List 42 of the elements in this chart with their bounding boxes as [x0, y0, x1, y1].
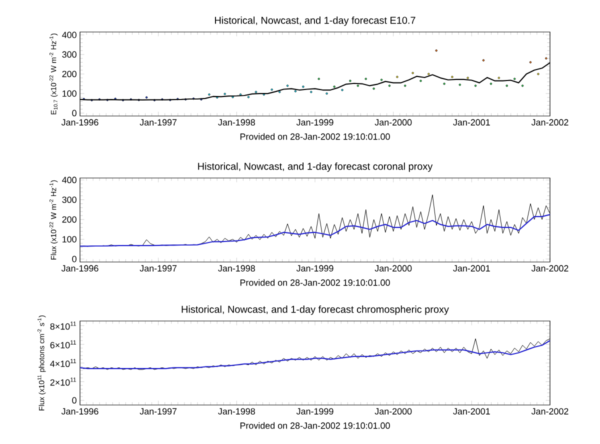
x-tick-label: Jan-1996	[61, 119, 98, 126]
y-tick-label: 0	[72, 397, 76, 404]
y-tick-label: 200	[62, 216, 76, 223]
y-tick-label: 2×10$^{11}$	[50, 378, 76, 386]
x-tick-label: Jan-2002	[531, 265, 568, 272]
chart-title: Historical, Nowcast, and 1-day forecast chromospheric proxy	[182, 306, 449, 315]
x-tick-label: Jan-2002	[531, 408, 568, 415]
y-tick-label: 0	[72, 110, 76, 116]
x-tick-label: Jan-2002	[531, 119, 568, 126]
y-tick-label: 300	[62, 51, 76, 58]
x-tick-label: Jan-1999	[296, 265, 334, 272]
x-tick-label: Jan-1997	[140, 265, 177, 272]
y-tick-label: 8×10$^{11}$	[50, 322, 76, 330]
x-tick-label: Jan-1998	[218, 119, 255, 126]
y-tick-label: 0	[72, 256, 76, 262]
text: Provided on 28-Jan-2002 19:10:01.00	[240, 133, 390, 140]
y-tick-label: 4×10$^{11}$	[50, 359, 76, 368]
y-tick-label: 100	[62, 90, 76, 97]
x-tick-label: Jan-2000	[374, 408, 412, 415]
x-tick-label: Jan-1996	[61, 265, 98, 272]
x-tick-label: Jan-2001	[453, 408, 490, 415]
x-tick-label: Jan-1998	[218, 265, 255, 272]
x-tick-label: Jan-2000	[374, 265, 412, 272]
x-tick-label: Jan-1997	[140, 119, 177, 126]
y-tick-label: 300	[62, 196, 76, 203]
x-tick-label: Jan-1998	[218, 408, 255, 415]
text: Provided on 28-Jan-2002 19:10:01.00	[240, 422, 390, 429]
y-tick-label: 6×10$^{11}$	[50, 340, 76, 348]
y-tick-label: 400	[62, 32, 76, 38]
y-tick-label: 100	[62, 236, 76, 242]
x-tick-label: Jan-2000	[374, 119, 412, 126]
x-tick-label: Jan-1996	[61, 408, 98, 415]
x-tick-label: Jan-1999	[296, 408, 334, 415]
x-tick-label: Jan-1997	[140, 408, 177, 415]
text: Provided on 28-Jan-2002 19:10:01.00	[240, 279, 390, 286]
x-tick-label: Jan-1999	[296, 119, 334, 126]
chart-title: Historical, Nowcast, and 1-day forecast coronal proxy	[198, 162, 433, 172]
x-tick-label: Jan-2001	[453, 265, 490, 272]
y-tick-label: 400	[62, 176, 76, 184]
y-tick-label: 200	[62, 70, 76, 78]
chart-title: Historical, Nowcast, and 1-day forecast E10.7	[215, 16, 416, 26]
x-tick-label: Jan-2001	[453, 119, 490, 126]
